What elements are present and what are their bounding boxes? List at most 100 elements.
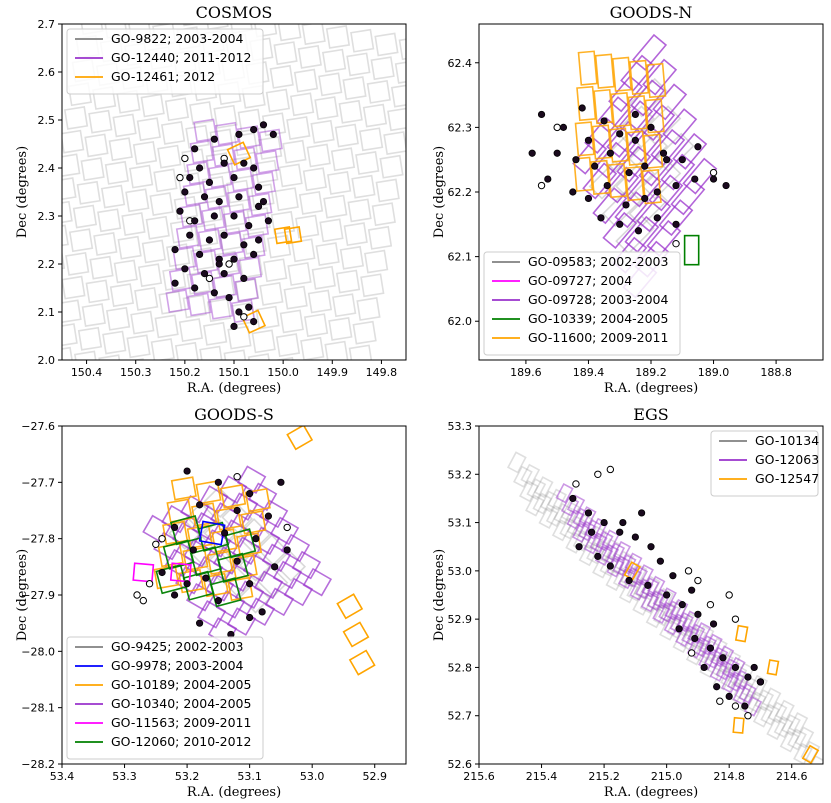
field-cosmos-s0 xyxy=(89,255,114,280)
field-goods-s-s6 xyxy=(169,562,192,583)
y-tick-label: 62.4 xyxy=(448,57,473,70)
field-goods-n-s2 xyxy=(644,98,665,134)
source-filled-cosmos xyxy=(235,193,243,201)
field-egs-s1 xyxy=(578,506,597,527)
field-egs-s0 xyxy=(788,712,809,735)
field-cosmos-s0 xyxy=(290,92,315,117)
field-cosmos-s0 xyxy=(63,106,89,130)
field-cosmos-s0 xyxy=(112,113,137,138)
source-open-goods-s xyxy=(233,473,241,481)
y-tick-label: 2.3 xyxy=(38,210,56,223)
legend-label: GO-10339; 2004-2005 xyxy=(528,311,668,326)
field-egs-s2 xyxy=(732,716,745,734)
field-cosmos-s0 xyxy=(355,151,380,175)
source-filled-goods-n xyxy=(600,117,608,125)
y-tick-label: 62.2 xyxy=(448,186,473,199)
field-egs-s0 xyxy=(775,699,795,722)
field-egs-s0 xyxy=(752,705,773,728)
source-filled-cosmos xyxy=(264,217,272,225)
source-filled-cosmos xyxy=(240,274,248,282)
field-cosmos-s0 xyxy=(104,160,130,185)
field-goods-s-s3 xyxy=(348,649,376,676)
field-cosmos-s0 xyxy=(174,341,200,360)
field-cosmos-s0 xyxy=(108,0,130,14)
source-filled-cosmos xyxy=(210,289,218,297)
source-open-egs xyxy=(572,480,580,488)
field-goods-n-s2 xyxy=(611,56,633,92)
field-goods-n-s2 xyxy=(591,124,612,160)
field-egs-s0 xyxy=(547,488,567,511)
field-cosmos-s0 xyxy=(125,188,150,213)
field-cosmos-s0 xyxy=(72,204,98,229)
field-cosmos-s0 xyxy=(350,28,375,53)
field-cosmos-s1 xyxy=(236,125,262,150)
field-cosmos-s0 xyxy=(227,325,252,350)
y-tick-label: 62.3 xyxy=(448,121,473,134)
field-egs-s0 xyxy=(659,618,679,641)
panel-egs: 215.6 215.4 215.2 215.0 214.8 214.6 52.6 52.7 52… xyxy=(432,405,824,800)
field-egs-s0 xyxy=(694,625,715,648)
x-tick-label: 53.2 xyxy=(175,770,200,783)
field-cosmos-s0 xyxy=(334,123,359,148)
source-filled-cosmos xyxy=(240,159,248,167)
panel-title: GOODS-S xyxy=(194,405,274,424)
source-filled-goods-s xyxy=(221,529,229,537)
field-cosmos-s0 xyxy=(293,68,319,93)
field-cosmos-s0 xyxy=(342,76,367,101)
field-egs-s1 xyxy=(732,669,752,691)
field-goods-s-s2 xyxy=(170,476,197,501)
source-filled-cosmos xyxy=(259,121,268,129)
y-tick-label: 52.7 xyxy=(448,710,473,723)
field-goods-s-s4 xyxy=(224,528,257,559)
field-cosmos-s0 xyxy=(307,289,333,314)
field-cosmos-s0 xyxy=(278,163,303,188)
legend-label: GO-11600; 2009-2011 xyxy=(528,330,668,345)
source-filled-egs xyxy=(691,634,699,643)
source-filled-cosmos xyxy=(196,164,204,172)
field-goods-s-s4 xyxy=(182,570,215,601)
field-cosmos-s1 xyxy=(209,295,234,320)
source-filled-cosmos xyxy=(176,207,184,215)
field-cosmos-s1 xyxy=(248,192,273,217)
field-goods-n-s2 xyxy=(590,159,611,196)
field-cosmos-s0 xyxy=(279,309,304,334)
field-cosmos-s0 xyxy=(209,128,234,153)
field-cosmos-s0 xyxy=(332,293,357,318)
legend-label: GO-9978; 2003-2004 xyxy=(111,658,244,673)
field-cosmos-s0 xyxy=(62,224,69,249)
source-filled-egs xyxy=(694,610,702,618)
field-cosmos-s0 xyxy=(182,294,207,319)
field-cosmos-s0 xyxy=(210,274,235,299)
field-cosmos-s0 xyxy=(173,195,198,220)
x-tick-label: 215.6 xyxy=(463,770,495,783)
source-filled-cosmos xyxy=(186,174,194,182)
source-filled-cosmos xyxy=(215,260,223,268)
source-filled-cosmos xyxy=(196,250,204,258)
source-filled-goods-s xyxy=(214,597,222,605)
field-cosmos-s0 xyxy=(88,109,113,134)
field-goods-s-s2 xyxy=(153,564,180,590)
field-cosmos-s2 xyxy=(283,226,303,245)
field-egs-s1 xyxy=(635,564,654,585)
source-filled-goods-s xyxy=(258,608,266,616)
field-cosmos-s0 xyxy=(298,190,324,215)
legend-label: GO-10189; 2004-2005 xyxy=(111,677,251,692)
field-goods-s-s2 xyxy=(195,480,222,505)
y-axis-title: Dec (degrees) xyxy=(432,146,447,238)
field-cosmos-s0 xyxy=(254,159,279,184)
field-cosmos-s0 xyxy=(199,345,224,360)
field-cosmos-s1 xyxy=(237,256,263,281)
field-goods-n-s2 xyxy=(626,130,647,166)
field-goods-n-s2 xyxy=(629,59,650,96)
field-goods-n-s2 xyxy=(574,121,595,157)
field-cosmos-s0 xyxy=(169,219,195,244)
field-egs-s0 xyxy=(766,717,787,741)
source-filled-egs xyxy=(606,562,614,570)
source-filled-cosmos xyxy=(181,265,189,273)
y-tick-label: −28.0 xyxy=(21,645,55,658)
field-cosmos-s0 xyxy=(98,354,123,360)
field-cosmos-s0 xyxy=(153,168,178,193)
x-tick-label: 215.0 xyxy=(651,770,683,783)
source-filled-goods-s xyxy=(246,613,254,622)
field-cosmos-s0 xyxy=(266,234,292,259)
